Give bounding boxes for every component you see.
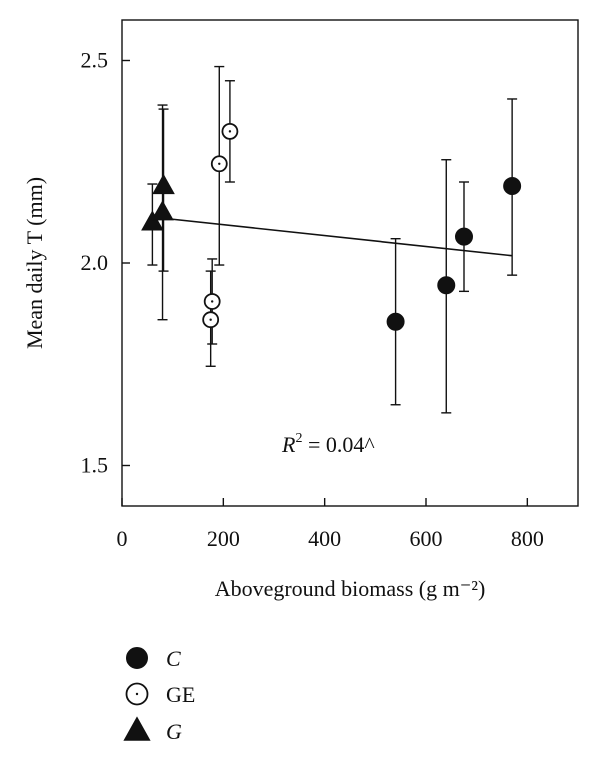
y-tick-label: 1.5 (81, 453, 109, 478)
regression-line-group (157, 216, 513, 257)
marker-g (152, 173, 175, 195)
marker-ge-dot (228, 130, 232, 133)
marker-ge (210, 155, 228, 173)
marker-g (141, 210, 164, 231)
marker-g (151, 200, 174, 221)
data-markers (141, 122, 522, 331)
regression-line (157, 216, 513, 257)
x-tick-label: 200 (207, 526, 240, 551)
legend-label-c: C (166, 646, 181, 671)
legend-item-c: C (126, 646, 181, 671)
legend-item-g: G (123, 716, 182, 744)
y-tick-label: 2.0 (81, 250, 109, 275)
marker-ge-dot (209, 318, 212, 321)
r-squared-prefix: R (281, 432, 296, 457)
r-squared-annotation: R2 = 0.04^ (281, 431, 375, 457)
y-tick-label: 2.5 (81, 48, 109, 73)
legend-item-ge: GE (125, 682, 195, 707)
marker-ge (203, 293, 221, 310)
marker-ge (221, 122, 239, 140)
marker-c (503, 177, 522, 196)
y-axis-title: Mean daily T (mm) (22, 177, 47, 349)
marker-ge (202, 311, 220, 329)
marker-ge-dot (218, 162, 221, 165)
marker-ge-dot (210, 300, 214, 303)
legend-marker-ge (125, 682, 149, 706)
x-tick-label: 800 (511, 526, 544, 551)
x-axis-title: Aboveground biomass (g m⁻²) (215, 576, 486, 601)
legend-label-ge: GE (166, 682, 195, 707)
r-squared-value: = 0.04^ (302, 432, 375, 457)
y-axis: 1.5 2.0 2.5 (81, 48, 130, 478)
marker-c (455, 227, 473, 246)
legend: C GE G (123, 646, 195, 744)
marker-c (386, 312, 405, 331)
x-tick-label: 600 (410, 526, 443, 551)
x-tick-label: 0 (117, 526, 128, 551)
legend-label-g: G (166, 719, 182, 744)
legend-marker-g (123, 716, 151, 741)
marker-c (437, 276, 456, 295)
legend-marker-c (126, 647, 148, 669)
x-axis: 0 200 400 600 800 (117, 498, 544, 551)
r-squared-superscript: 2 (295, 431, 302, 446)
x-tick-label: 400 (308, 526, 341, 551)
legend-marker-ge-dot (135, 692, 139, 696)
